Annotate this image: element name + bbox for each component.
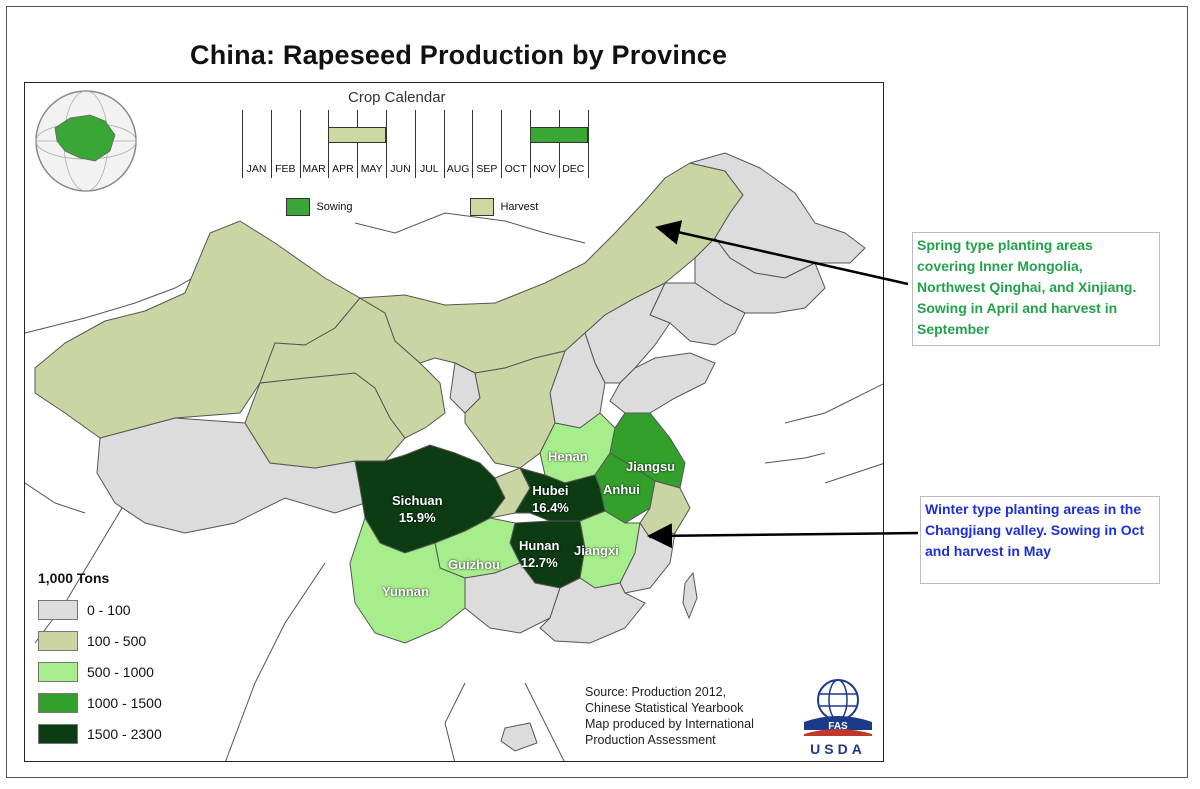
calendar-divider xyxy=(472,110,474,178)
legend-title: 1,000 Tons xyxy=(38,570,110,586)
legend-swatch xyxy=(38,723,78,744)
calendar-month-may: MAY xyxy=(360,163,383,175)
calendar-month-nov: NOV xyxy=(533,163,556,175)
map-title: China: Rapeseed Production by Province xyxy=(190,40,728,70)
calendar-month-apr: APR xyxy=(332,163,354,175)
province-label-henan: Henan xyxy=(548,449,588,464)
sowing-legend: Sowing xyxy=(286,198,353,216)
source-credit: Source: Production 2012, Chinese Statist… xyxy=(585,684,754,748)
logo-fas-text: FAS xyxy=(828,721,848,732)
calendar-month-jun: JUN xyxy=(390,163,411,175)
legend-row: 0 - 100 xyxy=(38,594,162,625)
calendar-month-mar: MAR xyxy=(302,163,326,175)
calendar-month-aug: AUG xyxy=(446,163,470,175)
harvest-period-bar xyxy=(328,127,386,143)
calendar-divider xyxy=(530,110,531,178)
calendar-divider xyxy=(386,110,387,178)
legend-label: 1000 - 1500 xyxy=(87,694,162,711)
usda-fas-logo: FAS USDA xyxy=(796,672,880,760)
legend-swatch xyxy=(38,599,78,620)
calendar-month-jul: JUL xyxy=(419,163,439,175)
legend-swatch xyxy=(38,630,78,651)
legend-label: 100 - 500 xyxy=(87,632,147,649)
calendar-divider xyxy=(587,110,589,178)
hunan-name: Hunan xyxy=(519,538,560,553)
province-label-anhui: Anhui xyxy=(603,482,640,497)
calendar-month-sep: SEP xyxy=(476,163,498,175)
harvest-legend: Harvest xyxy=(470,198,538,216)
legend-label: 1500 - 2300 xyxy=(87,725,162,742)
calendar-month-dec: DEC xyxy=(562,163,585,175)
harvest-swatch xyxy=(470,198,494,216)
calendar-divider xyxy=(558,110,560,178)
legend-label: 0 - 100 xyxy=(87,601,131,618)
legend-label: 500 - 1000 xyxy=(87,663,154,680)
source-line: Map produced by International xyxy=(585,717,754,731)
hunan-share: 12.7% xyxy=(520,555,558,570)
source-line: Production Assessment xyxy=(585,733,716,747)
calendar-divider xyxy=(299,110,301,178)
source-line: Chinese Statistical Yearbook xyxy=(585,701,744,715)
province-label-sichuan: Sichuan 15.9% xyxy=(392,492,443,526)
calendar-month-feb: FEB xyxy=(275,163,296,175)
calendar-divider xyxy=(242,110,243,178)
province-label-jiangsu: Jiangsu xyxy=(626,459,676,474)
calendar-divider xyxy=(328,110,330,178)
sowing-period-bar xyxy=(530,127,588,143)
calendar-divider xyxy=(443,110,445,178)
hubei-share: 16.4% xyxy=(532,500,569,515)
winter-note: Winter type planting areas in the Changj… xyxy=(920,496,1160,584)
province-label-yunnan: Yunnan xyxy=(382,584,429,599)
calendar-divider xyxy=(357,110,359,178)
province-label-guizhou: Guizhou xyxy=(448,557,500,572)
calendar-divider xyxy=(414,110,416,178)
crop-calendar: JAN FEB MAR APR MAY JUN JUL AUG SEP OCT NOV DEC xyxy=(242,110,589,178)
legend-row: 1500 - 2300 xyxy=(38,718,162,749)
logo-usda-text: USDA xyxy=(810,741,866,757)
calendar-divider xyxy=(501,110,503,178)
legend-row: 500 - 1000 xyxy=(38,656,162,687)
production-legend: 1,000 Tons 0 - 100 100 - 500 500 - 1000 … xyxy=(38,570,162,749)
sichuan-share: 15.9% xyxy=(398,510,436,525)
sichuan-name: Sichuan xyxy=(392,493,443,508)
source-line: Source: Production 2012, xyxy=(585,685,727,699)
province-label-hubei: Hubei 16.4% xyxy=(532,482,569,516)
calendar-month-oct: OCT xyxy=(504,163,527,175)
globe-inset xyxy=(35,90,137,192)
legend-swatch xyxy=(38,661,78,682)
province-label-jiangxi: Jiangxi xyxy=(574,543,619,558)
harvest-label: Harvest xyxy=(500,201,539,213)
calendar-divider xyxy=(270,110,272,178)
calendar-month-jan: JAN xyxy=(246,163,267,175)
province-label-hunan: Hunan 12.7% xyxy=(519,537,559,571)
spring-note: Spring type planting areas covering Inne… xyxy=(912,232,1160,346)
crop-calendar-title: Crop Calendar xyxy=(348,89,446,106)
legend-row: 1000 - 1500 xyxy=(38,687,162,718)
legend-swatch xyxy=(38,692,78,713)
sowing-label: Sowing xyxy=(316,201,353,213)
legend-row: 100 - 500 xyxy=(38,625,162,656)
hubei-name: Hubei xyxy=(532,483,569,498)
sowing-swatch xyxy=(286,198,310,216)
